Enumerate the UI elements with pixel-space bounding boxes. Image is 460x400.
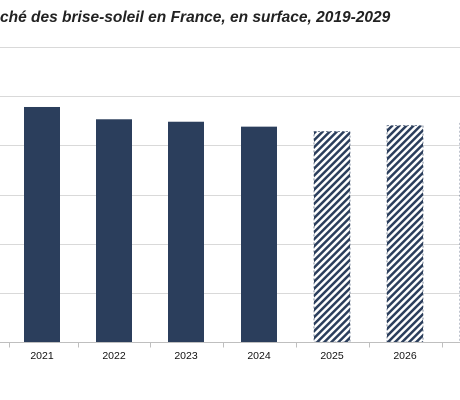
x-tick-label-2022: 2022 (102, 350, 126, 362)
x-tick-label-2023: 2023 (174, 350, 198, 362)
bar-2022 (96, 119, 132, 343)
bar-2023 (168, 121, 204, 342)
x-tick-label-2025: 2025 (320, 350, 344, 362)
bar-2024 (241, 126, 277, 343)
bars (24, 106, 460, 343)
chart-title: ché des brise-soleil en France, en surfa… (0, 9, 391, 26)
bar-2026 (386, 125, 424, 343)
gridlines (0, 47, 460, 294)
x-tick-label-2026: 2026 (393, 350, 417, 362)
x-tick-labels: 2021 2022 2023 2024 2025 2026 (30, 350, 417, 362)
x-tick-label-2024: 2024 (247, 350, 271, 362)
bar-2025 (313, 131, 351, 343)
x-tick-label-2021: 2021 (30, 350, 54, 362)
x-axis (0, 342, 460, 348)
bar-2021 (24, 106, 60, 342)
